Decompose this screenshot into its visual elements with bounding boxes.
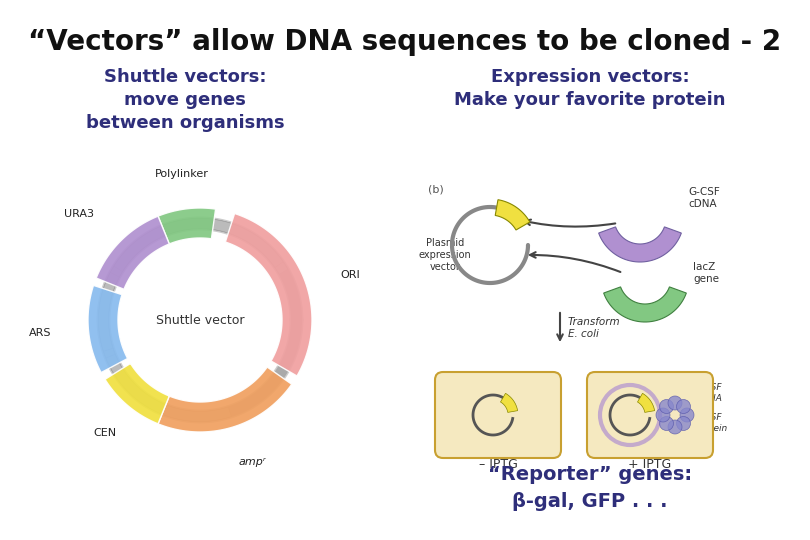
Text: G-CSF
protein: G-CSF protein: [695, 413, 727, 433]
Text: Shuttle vectors:
move genes
between organisms: Shuttle vectors: move genes between orga…: [86, 68, 284, 132]
Circle shape: [668, 396, 682, 410]
Text: “Vectors” allow DNA sequences to be cloned - 2: “Vectors” allow DNA sequences to be clon…: [28, 28, 782, 56]
Polygon shape: [599, 227, 681, 262]
Polygon shape: [162, 405, 214, 422]
Circle shape: [656, 408, 670, 422]
Text: CEN: CEN: [94, 428, 117, 438]
Text: “Reporter” genes:
β-gal, GFP . . .: “Reporter” genes: β-gal, GFP . . .: [488, 465, 692, 511]
Text: G-CSF
cDNA: G-CSF cDNA: [688, 187, 720, 209]
Polygon shape: [99, 272, 119, 352]
Text: URA3: URA3: [64, 210, 94, 219]
Circle shape: [668, 420, 682, 434]
Circle shape: [659, 416, 673, 430]
Polygon shape: [158, 367, 292, 432]
Polygon shape: [495, 200, 530, 230]
Polygon shape: [501, 393, 518, 413]
Text: Transform
E. coli: Transform E. coli: [568, 317, 620, 339]
Polygon shape: [96, 216, 169, 289]
Circle shape: [659, 400, 673, 414]
Text: Shuttle vector: Shuttle vector: [156, 314, 245, 327]
Polygon shape: [637, 393, 654, 413]
Text: lac
promoter: lac promoter: [513, 387, 555, 407]
Text: (b): (b): [428, 185, 444, 195]
Text: Plasmid
expression
vector: Plasmid expression vector: [419, 238, 471, 272]
Polygon shape: [88, 286, 128, 373]
Circle shape: [680, 408, 694, 422]
Polygon shape: [114, 226, 166, 272]
Text: G-CSF
mRNA: G-CSF mRNA: [695, 383, 723, 403]
Text: ARS: ARS: [28, 328, 51, 338]
Text: + IPTG: + IPTG: [629, 457, 671, 470]
Circle shape: [676, 416, 690, 430]
Polygon shape: [99, 219, 288, 421]
Polygon shape: [106, 354, 166, 414]
Circle shape: [676, 400, 690, 414]
FancyBboxPatch shape: [587, 372, 713, 458]
Polygon shape: [603, 287, 686, 322]
Text: Expression vectors:
Make your favorite protein: Expression vectors: Make your favorite p…: [454, 68, 726, 109]
Polygon shape: [162, 219, 284, 267]
Text: Polylinker: Polylinker: [156, 169, 209, 179]
Text: - G-CSF
cDNA: - G-CSF cDNA: [513, 415, 547, 435]
FancyBboxPatch shape: [435, 372, 561, 458]
Text: ORI: ORI: [340, 269, 360, 280]
Text: lacZ
gene: lacZ gene: [693, 262, 719, 284]
Text: ampʳ: ampʳ: [238, 457, 266, 467]
Polygon shape: [225, 213, 312, 376]
Text: – IPTG: – IPTG: [479, 457, 518, 470]
Polygon shape: [158, 208, 215, 244]
Polygon shape: [105, 363, 169, 424]
